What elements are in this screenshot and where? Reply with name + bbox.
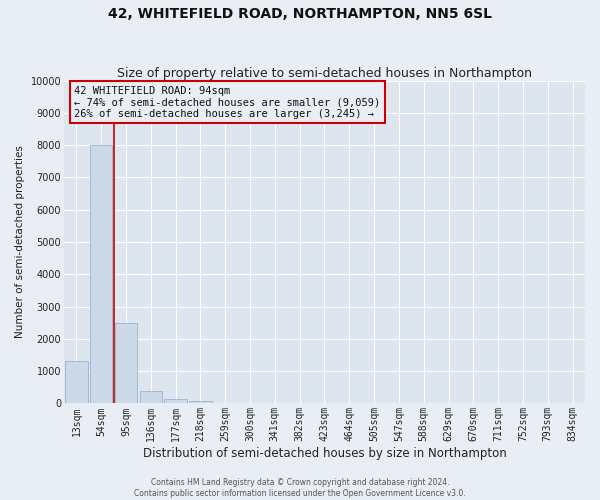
Bar [65, 362, 88, 404]
Bar [90, 145, 112, 404]
Bar [189, 402, 212, 404]
X-axis label: Distribution of semi-detached houses by size in Northampton: Distribution of semi-detached houses by … [143, 447, 506, 460]
Text: 42, WHITEFIELD ROAD, NORTHAMPTON, NN5 6SL: 42, WHITEFIELD ROAD, NORTHAMPTON, NN5 6S… [108, 8, 492, 22]
Title: Size of property relative to semi-detached houses in Northampton: Size of property relative to semi-detach… [117, 66, 532, 80]
Bar [140, 390, 162, 404]
Text: 42 WHITEFIELD ROAD: 94sqm
← 74% of semi-detached houses are smaller (9,059)
26% : 42 WHITEFIELD ROAD: 94sqm ← 74% of semi-… [74, 86, 380, 118]
Y-axis label: Number of semi-detached properties: Number of semi-detached properties [15, 146, 25, 338]
Bar [164, 398, 187, 404]
Bar [115, 322, 137, 404]
Text: Contains HM Land Registry data © Crown copyright and database right 2024.
Contai: Contains HM Land Registry data © Crown c… [134, 478, 466, 498]
